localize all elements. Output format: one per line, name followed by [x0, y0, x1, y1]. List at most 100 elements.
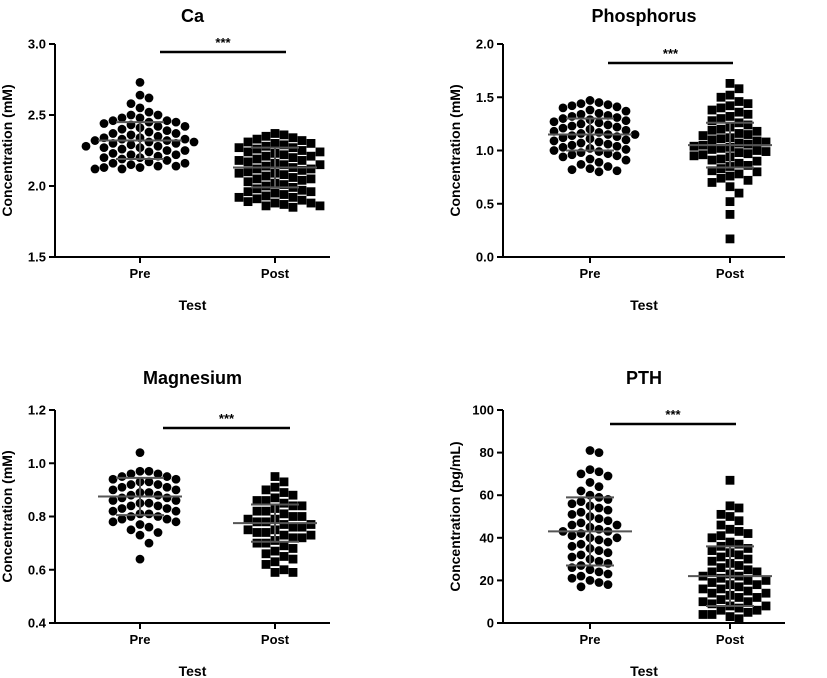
data-point: [252, 184, 262, 194]
data-point: [108, 129, 118, 138]
data-point: [306, 174, 316, 184]
data-point: [707, 599, 717, 609]
data-point: [621, 116, 631, 126]
data-point: [567, 541, 577, 551]
data-point: [743, 139, 753, 149]
data-point: [144, 137, 154, 147]
series-pre: [548, 96, 640, 177]
data-point: [144, 127, 154, 137]
data-point: [243, 137, 253, 147]
data-point: [234, 156, 244, 165]
data-point: [297, 136, 307, 145]
y-tick-label: 1.0: [28, 456, 46, 471]
data-point: [144, 522, 154, 532]
data-point: [252, 496, 262, 505]
chart-title: PTH: [626, 368, 662, 388]
data-point: [288, 522, 298, 532]
data-point: [603, 580, 613, 590]
data-point: [243, 177, 253, 187]
data-point: [761, 588, 771, 598]
data-point: [288, 544, 298, 553]
data-point: [252, 134, 262, 144]
data-point: [144, 477, 154, 487]
data-point: [621, 125, 631, 135]
y-tick-label: 1.5: [28, 250, 46, 265]
data-point: [180, 146, 190, 155]
data-point: [234, 192, 244, 202]
data-point: [725, 501, 735, 511]
x-axis-label: Test: [179, 297, 207, 313]
data-point: [288, 568, 298, 577]
data-point: [270, 546, 280, 556]
data-point: [585, 478, 595, 487]
data-point: [707, 145, 717, 154]
data-point: [144, 488, 154, 497]
data-point: [144, 509, 154, 519]
data-point: [162, 116, 172, 126]
data-point: [99, 163, 109, 172]
data-point: [108, 474, 118, 484]
data-point: [270, 139, 280, 148]
data-point: [279, 565, 289, 575]
data-point: [594, 108, 604, 118]
data-point: [306, 139, 316, 148]
data-point: [315, 160, 325, 170]
data-point: [594, 467, 604, 477]
data-point: [743, 109, 753, 119]
data-point: [288, 202, 298, 212]
y-tick-label: 2.0: [476, 37, 494, 52]
data-point: [725, 79, 735, 88]
data-point: [306, 187, 316, 197]
data-point: [725, 512, 735, 521]
data-point: [315, 201, 325, 211]
data-point: [144, 147, 154, 157]
data-point: [558, 142, 568, 152]
data-point: [171, 150, 181, 160]
data-point: [707, 578, 717, 587]
data-point: [716, 173, 726, 183]
data-point: [716, 595, 726, 604]
significance-label: ***: [663, 46, 679, 61]
data-point: [743, 586, 753, 596]
data-point: [234, 168, 244, 178]
data-point: [162, 504, 172, 513]
data-point: [567, 499, 577, 509]
data-point: [306, 151, 316, 161]
data-point: [261, 201, 271, 211]
data-point: [117, 113, 127, 123]
data-point: [117, 504, 127, 513]
y-axis-label: Concentration (mM): [0, 84, 15, 216]
y-tick-label: 1.0: [476, 143, 494, 158]
data-point: [108, 158, 118, 168]
data-point: [707, 135, 717, 145]
data-point: [261, 560, 271, 569]
x-axis-label: Test: [630, 297, 658, 313]
chart-panel-4: PTH 0 20 40 60 80 100 Pre Post Test Concentration …: [447, 368, 785, 678]
data-point: [621, 135, 631, 145]
data-point: [252, 174, 262, 184]
data-point: [153, 141, 163, 151]
data-point: [117, 514, 127, 524]
data-point: [716, 563, 726, 573]
data-point: [576, 129, 586, 138]
data-point: [288, 153, 298, 162]
data-point: [279, 520, 289, 529]
data-point: [243, 514, 253, 524]
data-point: [585, 105, 595, 115]
data-point: [603, 100, 613, 110]
data-point: [162, 472, 172, 481]
data-point: [567, 573, 577, 583]
data-point: [270, 557, 280, 567]
data-point: [549, 136, 559, 146]
data-point: [734, 516, 744, 526]
data-point: [576, 138, 586, 148]
y-tick-label: 1.2: [28, 403, 46, 418]
x-tick-label: Pre: [130, 266, 151, 281]
data-point: [180, 158, 190, 168]
data-point: [612, 122, 622, 132]
chart-title: Magnesium: [143, 368, 242, 388]
data-point: [716, 154, 726, 164]
data-point: [279, 541, 289, 551]
data-point: [270, 198, 280, 208]
